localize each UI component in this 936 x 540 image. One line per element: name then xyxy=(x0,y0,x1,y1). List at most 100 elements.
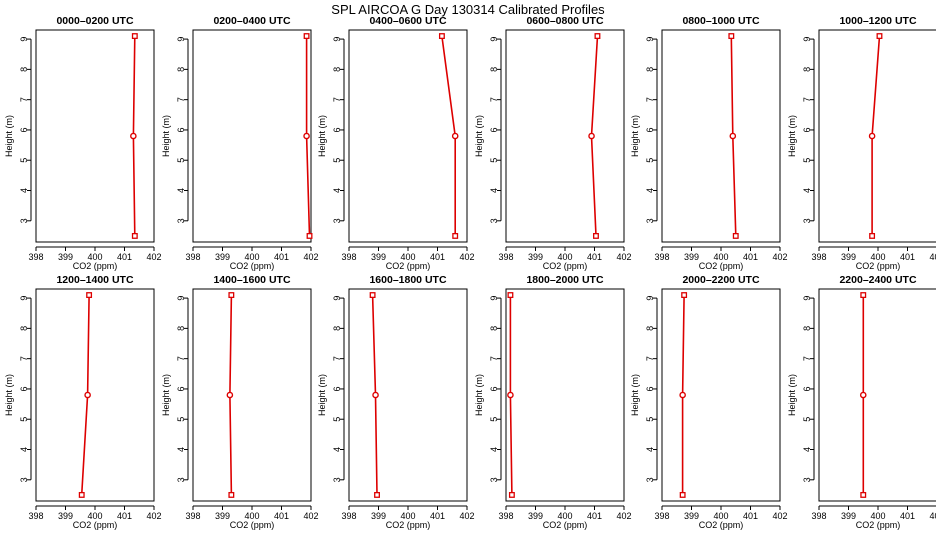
x-tick-label: 399 xyxy=(684,252,699,262)
x-tick-label: 398 xyxy=(811,252,826,262)
x-tick-label: 402 xyxy=(146,511,161,521)
y-tick-label: 5 xyxy=(645,417,655,422)
y-tick-label: 9 xyxy=(176,37,186,42)
x-tick-label: 398 xyxy=(498,252,513,262)
y-tick-label: 3 xyxy=(332,218,342,223)
data-point xyxy=(507,292,514,299)
y-tick-label: 6 xyxy=(176,127,186,132)
profile-panel: 1400–1600 UTC 398 399 400 401 402 CO2 (ppm) 3 4 5… xyxy=(161,274,319,530)
data-point xyxy=(228,292,235,299)
y-tick-label: 3 xyxy=(645,218,655,223)
x-axis-label: CO2 (ppm) xyxy=(73,520,118,530)
profile-panel: 0200–0400 UTC 398 399 400 401 402 CO2 (ppm) 3 4 5… xyxy=(161,15,319,271)
data-point xyxy=(729,132,737,140)
data-point xyxy=(228,491,235,498)
profile-panel: 1600–1800 UTC 398 399 400 401 402 CO2 (ppm) 3 4 5… xyxy=(317,274,475,530)
data-point xyxy=(452,232,459,239)
y-axis-label: Height (m) xyxy=(161,115,171,157)
x-axis-label: CO2 (ppm) xyxy=(543,520,588,530)
x-tick-label: 402 xyxy=(146,252,161,262)
x-tick-label: 402 xyxy=(772,511,787,521)
x-axis-label: CO2 (ppm) xyxy=(73,261,118,271)
x-tick-label: 400 xyxy=(244,252,259,262)
plot-frame xyxy=(35,29,155,243)
y-tick-label: 7 xyxy=(802,97,812,102)
y-tick-label: 4 xyxy=(332,188,342,193)
data-point xyxy=(130,132,137,140)
x-tick-label: 398 xyxy=(811,511,826,521)
data-point xyxy=(594,33,601,40)
y-tick-label: 6 xyxy=(332,127,342,132)
panel-title: 0600–0800 UTC xyxy=(526,15,603,27)
data-point xyxy=(451,132,459,140)
y-tick-label: 9 xyxy=(645,37,655,42)
x-tick-label: 401 xyxy=(743,252,758,262)
x-tick-label: 401 xyxy=(587,252,602,262)
x-tick-label: 401 xyxy=(430,252,445,262)
plot-frame xyxy=(818,288,936,502)
y-tick-label: 7 xyxy=(645,356,655,361)
x-tick-label: 400 xyxy=(870,252,885,262)
y-tick-label: 5 xyxy=(802,417,812,422)
panel-title: 2200–2400 UTC xyxy=(839,274,916,286)
profile-panel: 0000–0200 UTC 398 399 400 401 402 CO2 (ppm) 3 4 5… xyxy=(4,15,162,271)
y-tick-label: 8 xyxy=(332,67,342,72)
x-tick-label: 398 xyxy=(341,511,356,521)
x-tick-label: 399 xyxy=(58,511,73,521)
x-tick-label: 400 xyxy=(713,511,728,521)
y-tick-label: 3 xyxy=(19,218,29,223)
x-tick-label: 400 xyxy=(557,511,572,521)
y-tick-label: 6 xyxy=(645,386,655,391)
x-tick-label: 401 xyxy=(117,511,132,521)
panel-title: 1000–1200 UTC xyxy=(839,15,916,27)
x-tick-label: 401 xyxy=(430,511,445,521)
y-tick-label: 6 xyxy=(645,127,655,132)
y-tick-label: 7 xyxy=(19,97,29,102)
y-tick-label: 5 xyxy=(645,158,655,163)
x-tick-label: 400 xyxy=(400,511,415,521)
data-point xyxy=(226,391,234,399)
x-tick-label: 401 xyxy=(587,511,602,521)
x-axis-label: CO2 (ppm) xyxy=(386,261,431,271)
y-tick-label: 9 xyxy=(19,37,29,42)
y-tick-label: 3 xyxy=(489,218,499,223)
y-tick-label: 5 xyxy=(176,158,186,163)
data-point xyxy=(78,491,85,498)
y-tick-label: 5 xyxy=(332,158,342,163)
x-tick-label: 402 xyxy=(616,252,631,262)
x-tick-label: 399 xyxy=(58,252,73,262)
x-tick-label: 402 xyxy=(303,511,318,521)
x-tick-label: 399 xyxy=(841,511,856,521)
panel-title: 1800–2000 UTC xyxy=(526,274,603,286)
x-tick-label: 399 xyxy=(684,511,699,521)
y-tick-label: 3 xyxy=(802,218,812,223)
data-point xyxy=(303,132,310,140)
y-tick-label: 5 xyxy=(489,158,499,163)
y-tick-label: 8 xyxy=(176,67,186,72)
plot-frame xyxy=(661,29,781,243)
profile-panel: 2200–2400 UTC 398 399 400 401 402 CO2 (ppm) 3 4 5… xyxy=(787,274,936,530)
y-axis-label: Height (m) xyxy=(317,374,327,416)
x-tick-label: 402 xyxy=(459,252,474,262)
y-tick-label: 5 xyxy=(19,417,29,422)
x-tick-label: 400 xyxy=(87,511,102,521)
data-point xyxy=(681,292,688,299)
y-tick-label: 7 xyxy=(19,356,29,361)
y-tick-label: 4 xyxy=(176,188,186,193)
plot-frame xyxy=(192,288,312,502)
data-point xyxy=(732,232,739,239)
panel-title: 0400–0600 UTC xyxy=(369,15,446,27)
y-tick-label: 3 xyxy=(19,477,29,482)
plot-frame xyxy=(818,29,936,243)
data-point xyxy=(876,33,883,40)
y-tick-label: 9 xyxy=(802,296,812,301)
y-tick-label: 8 xyxy=(802,326,812,331)
y-tick-label: 7 xyxy=(332,356,342,361)
y-tick-label: 8 xyxy=(489,326,499,331)
y-axis-label: Height (m) xyxy=(317,115,327,157)
x-axis-label: CO2 (ppm) xyxy=(230,520,275,530)
y-axis-label: Height (m) xyxy=(630,115,640,157)
x-tick-label: 401 xyxy=(274,252,289,262)
x-tick-label: 399 xyxy=(215,252,230,262)
x-tick-label: 400 xyxy=(244,511,259,521)
